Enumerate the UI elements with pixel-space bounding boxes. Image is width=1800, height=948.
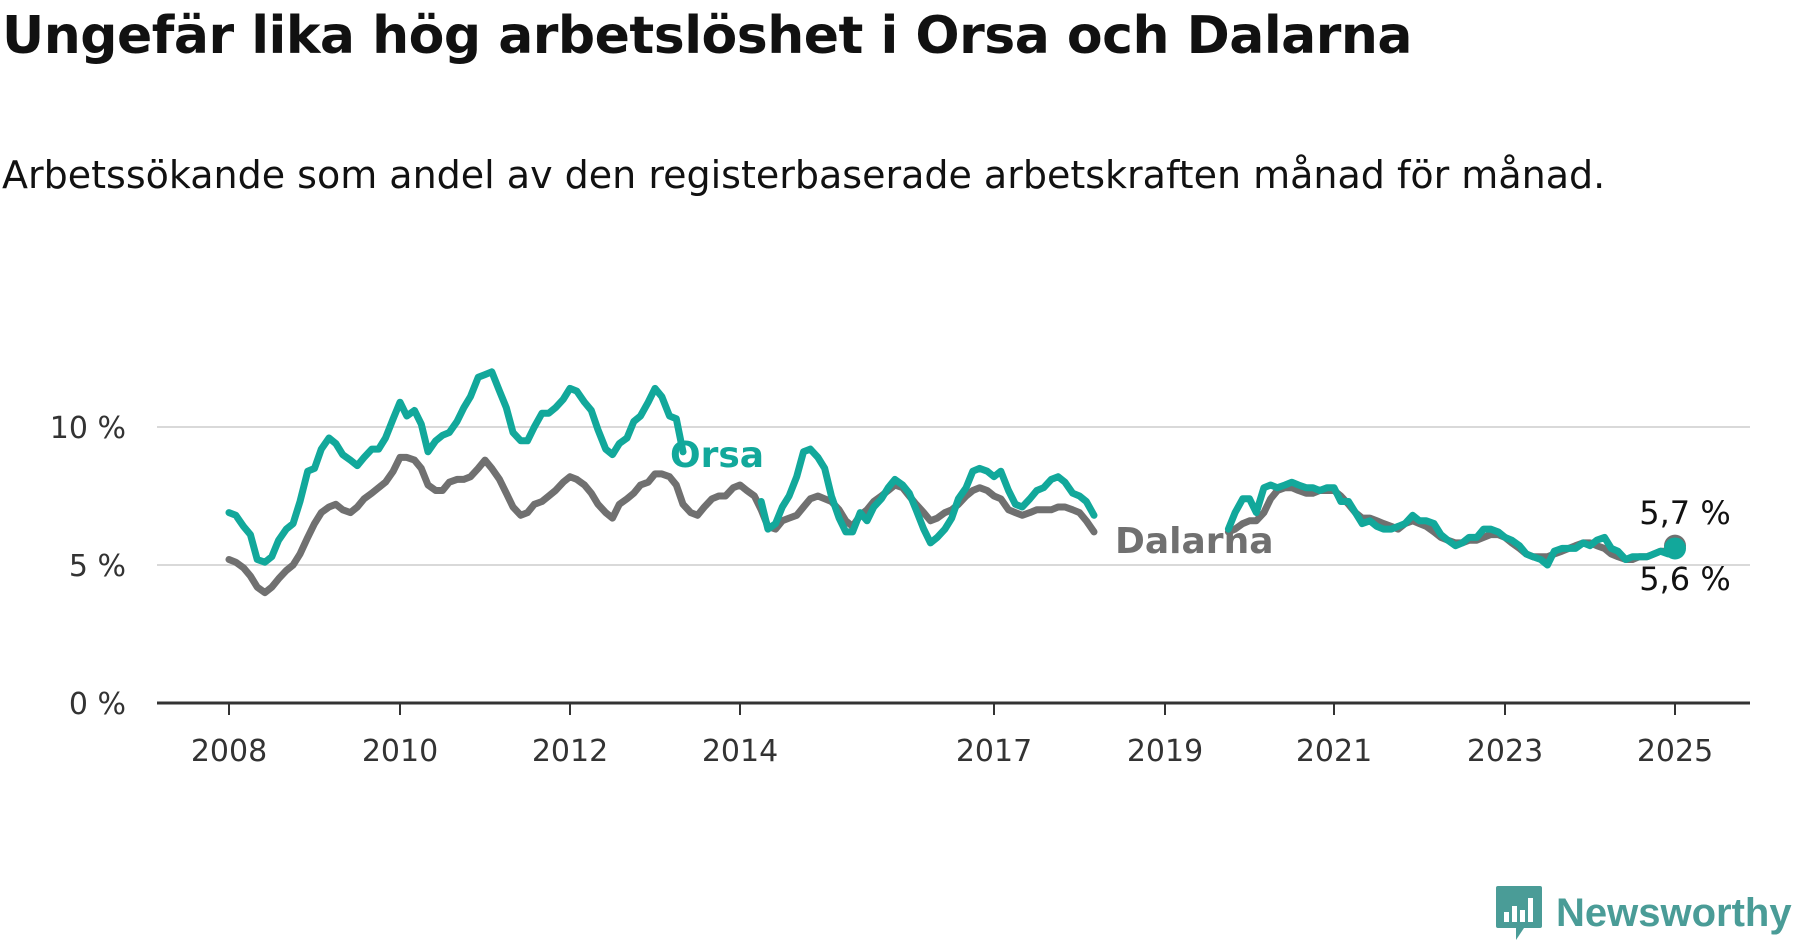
y-tick-label: 0 %	[69, 687, 126, 722]
series-line-orsa	[225, 368, 687, 566]
series-line-orsa	[757, 445, 1098, 547]
end-value-label-dalarna: 5,7 %	[1639, 494, 1730, 532]
x-axis-ticks: 2008 2010 2012 2014 2017 2019 2021 2023 2025	[191, 703, 1713, 769]
x-tick-label: 2021	[1296, 734, 1372, 769]
end-value-label-orsa: 5,6 %	[1639, 560, 1730, 598]
y-tick-label: 5 %	[69, 549, 126, 584]
x-tick-label: 2017	[956, 734, 1032, 769]
chart-title: Ungefär lika hög arbetslöshet i Orsa och…	[2, 6, 1413, 66]
y-tick-label: 10 %	[50, 411, 126, 446]
series-lines	[225, 368, 1686, 597]
x-tick-label: 2012	[532, 734, 608, 769]
newsworthy-logo: Newsworthy	[1494, 884, 1792, 942]
x-tick-label: 2014	[702, 734, 778, 769]
series-line-dalarna	[225, 453, 1098, 597]
x-tick-label: 2023	[1467, 734, 1543, 769]
logo-text: Newsworthy	[1556, 890, 1792, 935]
series-end-point-orsa	[1664, 537, 1686, 560]
chart-subtitle: Arbetssökande som andel av den registerb…	[2, 153, 1606, 197]
series-label-orsa: Orsa	[670, 435, 764, 476]
y-axis-tick-labels: 0 % 5 % 10 %	[50, 411, 126, 722]
x-tick-label: 2019	[1127, 734, 1203, 769]
x-tick-label: 2025	[1637, 734, 1713, 769]
x-tick-label: 2010	[362, 734, 438, 769]
series-labels: Orsa Dalarna 5,7 % 5,6 %	[670, 435, 1731, 598]
newsworthy-logo-icon	[1496, 886, 1542, 940]
series-line-orsa	[1224, 478, 1679, 569]
x-tick-label: 2008	[191, 734, 267, 769]
series-label-dalarna: Dalarna	[1115, 521, 1273, 562]
